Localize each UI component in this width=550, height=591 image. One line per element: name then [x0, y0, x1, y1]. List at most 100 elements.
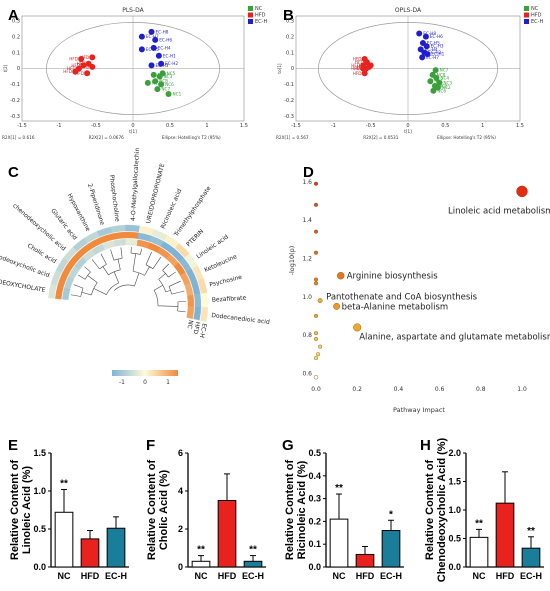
footer-ellipse-note: Ellipse: Hotelling's T2 (95%)	[437, 135, 496, 140]
y-tick-label: 1.6	[302, 179, 312, 186]
point-label: EC-H5	[427, 41, 440, 46]
point-label: NC6	[165, 82, 174, 87]
pathway-label: Linoleic acid metabolism	[448, 206, 550, 216]
x-tick-label: -0.5	[91, 123, 101, 129]
category-label: EC-H	[105, 571, 127, 581]
y-tick-label: 1.0	[448, 505, 461, 515]
legend-label: HFD	[255, 13, 266, 19]
dendrogram	[70, 247, 186, 313]
point-label: HFD2	[353, 56, 365, 61]
y-tick-label: 0	[291, 66, 294, 72]
heatmap-cell	[187, 294, 195, 308]
metabolite-label: Ketoleucine	[203, 253, 238, 274]
heatmap-cell	[55, 285, 64, 300]
score-point	[427, 78, 434, 85]
y-tick-label: 2.0	[448, 448, 461, 458]
point-label: HFD6	[80, 55, 92, 60]
score-point	[150, 44, 157, 51]
score-point	[422, 33, 429, 40]
legend-label: EC-H	[255, 19, 267, 25]
x-tick-label: 0.5	[441, 123, 449, 129]
bar	[355, 553, 375, 568]
y-axis-label: t[2]	[3, 64, 8, 72]
significance-marker: **	[60, 478, 68, 489]
x-axis-label: Pathway Impact	[393, 406, 445, 414]
score-point	[84, 70, 91, 77]
legend-label: NC	[531, 6, 539, 12]
point-label: EC-H3	[431, 44, 444, 49]
linoleic-acid-bar-chart: 0.0 0.5 1.0 1.5 Relative Content of Linoleic …	[9, 448, 129, 581]
point-label: EC-H6	[430, 34, 443, 39]
score-point	[152, 36, 159, 43]
score-point	[148, 62, 155, 69]
x-tick-label: 0.8	[476, 386, 486, 393]
x-tick-label: 0	[406, 123, 409, 129]
significance-marker: **	[249, 545, 257, 556]
y-tick-label: 0.0	[33, 562, 46, 572]
metabolite-label: Bezafibrate	[212, 295, 247, 304]
bar	[80, 538, 100, 568]
pathway-point	[353, 323, 362, 332]
colorbar-tick-label: -1	[119, 379, 125, 386]
x-tick-label: 0.5	[166, 123, 174, 129]
score-point	[423, 43, 430, 50]
y-axis-label-line1: Relative Content of	[424, 460, 436, 561]
point-label: EC-H1	[163, 53, 176, 58]
y-tick-label: 4	[178, 486, 183, 496]
y-tick-label: -0.2	[10, 98, 20, 104]
category-label: EC-H	[380, 571, 402, 581]
cholic-acid-bar-chart: 0 2 4 6 Relative Content of Cholic Acid (%) NC…	[146, 448, 266, 581]
point-label: EC-H2	[165, 61, 178, 66]
pls-da-plot: PLS-DA -1.5 -1 -0.5 0 0.5 1 1.5 -0.3 -0.2 -0.1 0 0.1…	[2, 6, 267, 140]
point-label: HFD4	[353, 71, 365, 76]
score-point	[72, 68, 79, 75]
point-label: EC-H3	[156, 63, 169, 68]
y-tick-label: 6	[178, 448, 183, 458]
category-label: NC	[58, 571, 71, 581]
pathway-point	[314, 313, 319, 318]
category-label: NC	[473, 571, 486, 581]
score-point	[416, 30, 423, 37]
pathway-point	[314, 336, 319, 341]
metabolite-label: Cholic acid	[26, 242, 58, 265]
heatmap-cell	[112, 231, 126, 240]
opls-da-plot: OPLS-DA -1.5 -1 -0.5 0 0.5 1 1.5 -0.3 -0.2 -0.1 0 0.…	[276, 6, 543, 140]
point-label: NC6	[437, 88, 446, 93]
point-label: NC8	[437, 72, 446, 77]
x-tick-label: 0	[131, 123, 134, 129]
x-tick-label: -1.5	[291, 123, 301, 129]
bar	[106, 527, 126, 568]
pathway-bubble-plot: 0.6 0.8 1.0 1.2 1.4 1.6 0.0 0.2 0.4 0.6 0.8 1.0 Path…	[288, 179, 550, 414]
y-axis-label-line2: Ricinoleic Acid (%)	[296, 460, 308, 559]
colorbar-tick-label: 1	[166, 379, 170, 386]
point-label: HFD7	[354, 66, 366, 71]
y-tick-label: 0.0	[448, 562, 461, 572]
point-label: NC1	[434, 79, 443, 84]
y-tick-label: 1.0	[33, 486, 46, 496]
panel-label-g: G	[282, 437, 294, 454]
footer-r2x1: R2X[1] = 0.616	[2, 135, 35, 140]
point-label: EC-H6	[159, 37, 172, 42]
footer-r2x2: R2X[2] = 0.0676	[89, 135, 125, 140]
y-axis-label-line2: Cholic Acid (%)	[158, 470, 170, 551]
panel-label-f: F	[146, 437, 155, 454]
y-axis-label-line1: Relative Content of	[146, 460, 158, 561]
x-tick-label: 1.0	[517, 386, 527, 393]
pathway-point	[316, 352, 321, 357]
legend-swatch	[524, 12, 529, 18]
y-tick-label: 1.2	[302, 255, 312, 262]
metabolite-label: PTERIN	[185, 228, 205, 248]
point-label: HFD6	[359, 63, 371, 68]
y-tick-label: 0.6	[302, 370, 312, 377]
heatmap-column-label: EC-H	[198, 323, 208, 339]
y-tick-label: 2	[178, 524, 183, 534]
pathway-point	[314, 277, 319, 282]
point-label: NC7	[440, 68, 449, 73]
score-point	[419, 54, 426, 61]
heatmap-cell	[113, 238, 127, 247]
score-point	[154, 86, 161, 93]
y-tick-label: 0.2	[12, 34, 20, 40]
footer-r2x1: R2X[1] = 0.567	[276, 135, 309, 140]
metabolite-label: DEOXYCHOLATE	[0, 279, 46, 294]
